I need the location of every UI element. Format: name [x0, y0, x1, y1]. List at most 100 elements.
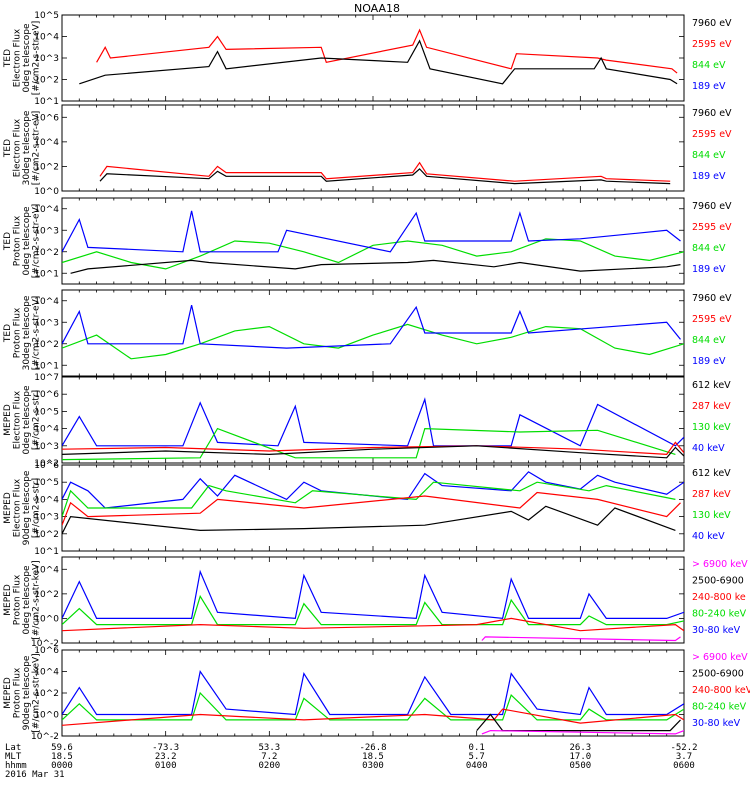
- y-tick-label: 10^1: [34, 97, 59, 107]
- y-tick-label: 10^6: [34, 646, 59, 656]
- y-tick-label: 10^4: [34, 495, 59, 505]
- x-row-value: 0400: [466, 761, 488, 771]
- legend-entry: 2595 eV: [692, 129, 732, 140]
- series-line-blue: [62, 397, 684, 447]
- panel-frame: [61, 649, 685, 737]
- x-row-value: 0600: [673, 761, 695, 771]
- y-tick-label: 10^5: [34, 478, 59, 488]
- legend-entry: 2595 eV: [692, 39, 732, 50]
- legend-entry: 844 eV: [692, 150, 726, 161]
- y-tick-label: 10^2: [34, 459, 59, 469]
- x-row-name: hhmm: [5, 761, 27, 771]
- legend-entry: 80-240 keV: [692, 609, 747, 620]
- series-line-red: [96, 28, 678, 74]
- series-line-red: [62, 708, 684, 726]
- legend-entry: 30-80 keV: [692, 718, 741, 729]
- y-tick-label: 10^0: [34, 614, 59, 624]
- x-row-value: -73.3: [152, 743, 179, 753]
- x-row-name: MLT: [5, 752, 22, 762]
- x-row-name: Lat: [5, 743, 21, 753]
- y-tick-label: 10^4: [34, 565, 59, 575]
- y-tick-label: 10^1: [34, 269, 59, 279]
- x-row-value: 3.7: [676, 752, 692, 762]
- y-tick-label: 10^6: [34, 461, 59, 471]
- y-tick-label: 10^4: [34, 33, 59, 43]
- legend-entry: 2500-6900: [692, 669, 744, 680]
- x-row-value: 18.5: [362, 752, 384, 762]
- y-tick-label: 10^-2: [31, 639, 59, 649]
- legend-entry: 130 keV: [692, 422, 731, 433]
- y-tick-label: 10^6: [34, 113, 59, 123]
- legend-entry: 7960 eV: [692, 18, 732, 29]
- legend-entry: 844 eV: [692, 60, 726, 71]
- y-tick-label: 10^7: [34, 373, 59, 383]
- x-row-value: 0.1: [469, 743, 485, 753]
- legend-entry: 80-240 keV: [692, 702, 747, 713]
- legend-entry: 844 eV: [692, 243, 726, 254]
- date-label: 2016 Mar 31: [5, 770, 65, 780]
- legend-entry: 7960 eV: [692, 108, 732, 119]
- y-tick-label: 10^4: [34, 138, 59, 148]
- y-axis-label: TEDElectron Flux0deg telescope[#/cm2-s-s…: [3, 21, 42, 96]
- legend-entry: 130 keV: [692, 510, 731, 521]
- legend-entry: 612 keV: [692, 468, 731, 479]
- x-row-value: 0100: [155, 761, 177, 771]
- x-row-value: 18.5: [51, 752, 73, 762]
- y-tick-label: 10^2: [34, 590, 59, 600]
- series-line-green: [62, 691, 684, 721]
- series-line-blue: [62, 569, 684, 620]
- y-axis-label: MEPEDElectron Flux90deg telescope[#/cm2-…: [3, 470, 42, 545]
- y-tick-label: 10^2: [34, 248, 59, 258]
- series-line-magenta: [481, 729, 684, 735]
- y-tick-label: 10^2: [34, 162, 59, 172]
- y-tick-label: 10^2: [34, 340, 59, 350]
- y-tick-label: 10^1: [34, 547, 59, 557]
- x-row-value: 0000: [51, 761, 73, 771]
- series-line-black: [62, 505, 676, 535]
- y-axis-label: MEPEDProton Flux90deg telescope[#/cm2-s-…: [3, 653, 42, 732]
- series-line-green: [62, 323, 684, 360]
- y-tick-label: 10^1: [34, 361, 59, 371]
- series-line-black: [62, 445, 684, 459]
- y-tick-label: 10^3: [34, 318, 59, 328]
- chart-title: NOAA18: [354, 2, 400, 15]
- y-axis-label: TEDProton Flux30deg telescope[#/cm2-s-st…: [3, 295, 42, 370]
- legend-entry: 7960 eV: [692, 293, 732, 304]
- x-row-value: 0500: [569, 761, 591, 771]
- legend-entry: 2500-6900: [692, 576, 744, 587]
- y-axis-label: MEPEDProton Flux0deg telescope[#/cm2-s-s…: [3, 560, 42, 639]
- legend-entry: 189 eV: [692, 81, 726, 92]
- legend-entry: 2595 eV: [692, 222, 732, 233]
- x-row-value: 23.2: [155, 752, 177, 762]
- legend-entry: 40 keV: [692, 531, 725, 542]
- series-line-blue: [62, 669, 684, 716]
- legend-entry: > 6900 keV: [692, 652, 748, 663]
- x-row-value: 17.0: [569, 752, 591, 762]
- y-axis-label: MEPEDElectron Flux0deg telescope[#/cm2-s…: [3, 385, 42, 455]
- y-axis-label: TEDProton Flux0deg telescope[#/cm2-s-str…: [3, 204, 42, 279]
- series-line-red: [62, 617, 684, 632]
- legend-entry: 189 eV: [692, 171, 726, 182]
- x-axis-labels: Lat 59.6 -73.3 53.3 -26.8 0.1 26.3 -52.2 MLT 18.5…: [5, 743, 698, 780]
- y-tick-label: 10^2: [34, 689, 59, 699]
- y-tick-label: 10^0: [34, 187, 59, 197]
- panel-5: 10^2 10^3 10^4 10^5 10^6 10^7 MEPEDElectron Fl…: [3, 373, 731, 469]
- legend-entry: 287 keV: [692, 489, 731, 500]
- panels-group: 10^1 10^2 10^3 10^4 10^5 TEDElectron Flux0deg…: [3, 11, 750, 742]
- legend-entry: 287 keV: [692, 401, 731, 412]
- legend-entry: 2595 eV: [692, 314, 732, 325]
- legend-entry: 189 eV: [692, 264, 726, 275]
- x-row-value: 5.7: [469, 752, 485, 762]
- y-tick-label: 10^3: [34, 442, 59, 452]
- series-line-blue: [62, 210, 681, 253]
- series-line-red: [99, 161, 671, 182]
- y-tick-label: 10^3: [34, 54, 59, 64]
- x-row-value: -26.8: [359, 743, 386, 753]
- x-row-value: 0200: [258, 761, 280, 771]
